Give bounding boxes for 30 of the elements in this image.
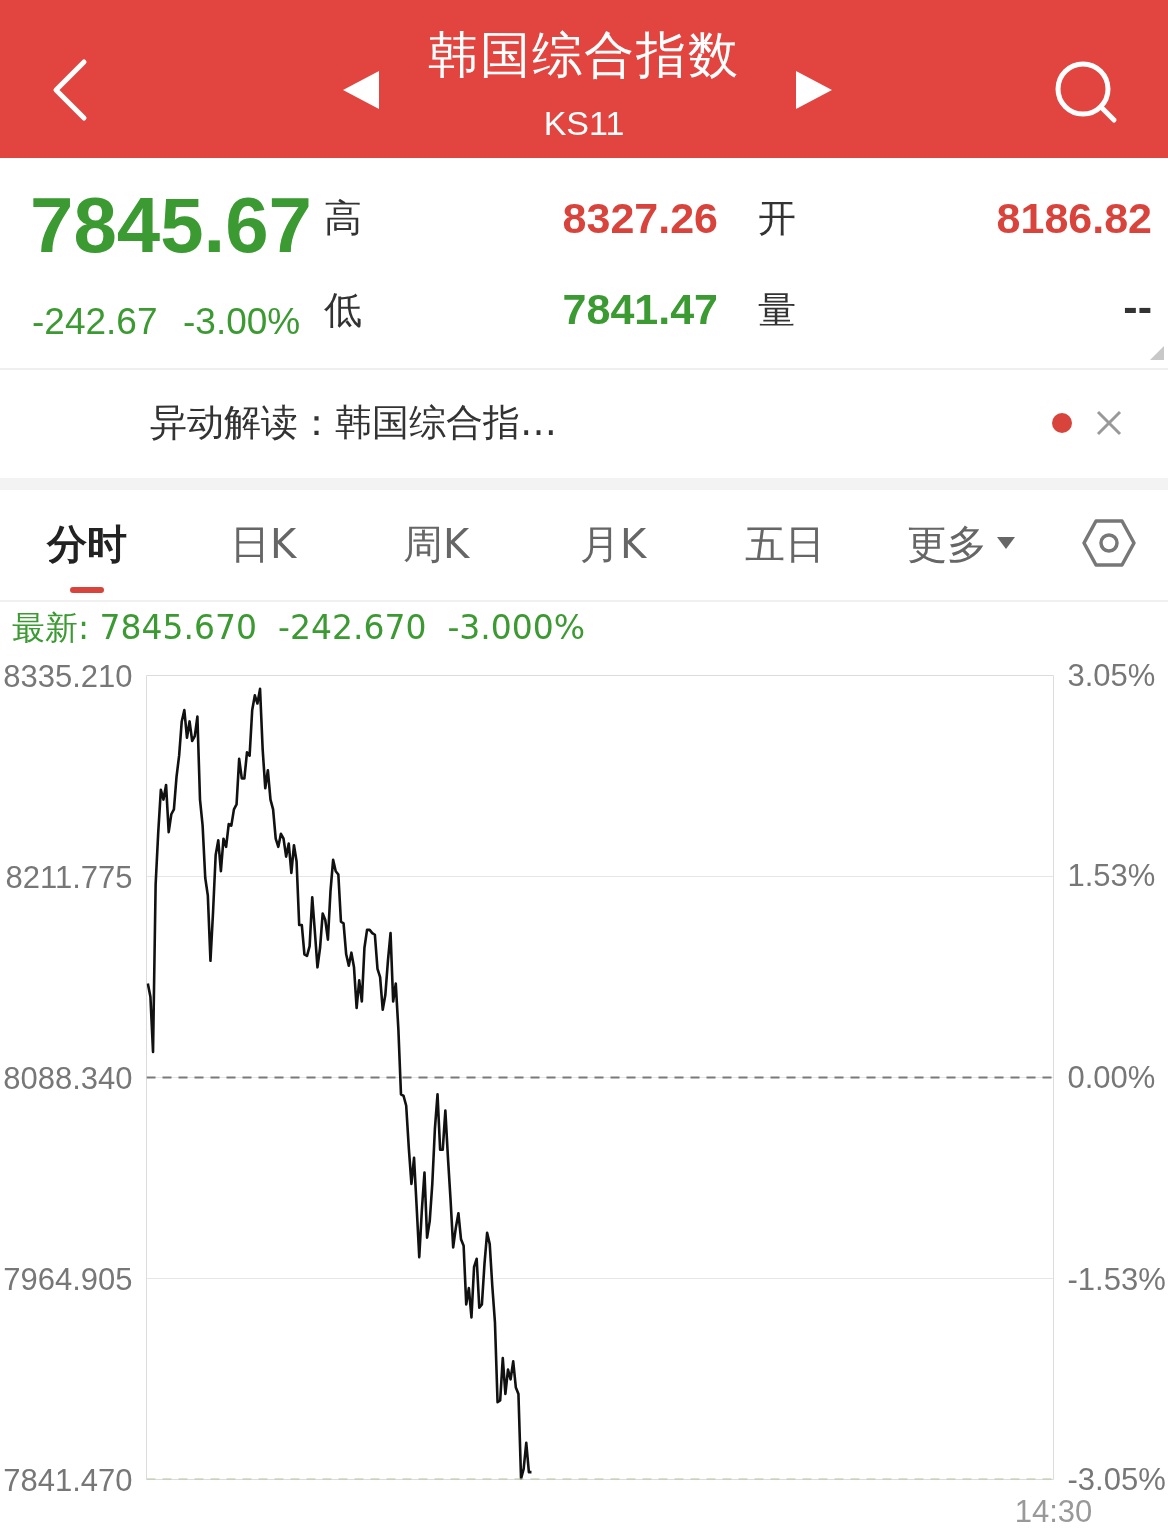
text: 量 [758,288,796,332]
y-tick-label: 8211.775 [5,859,133,895]
text: 最新: 7845.670 -242.670 -3.000% [12,608,586,647]
text: 7841.47 [562,285,718,333]
y-tick-label: 7964.905 [3,1261,133,1297]
y2-tick-label: 3.05% [1067,658,1156,693]
chart-title: 韩国综合指数 [427,26,741,84]
text: 异动解读：韩国综合指… [150,401,557,444]
text: 更多 [906,521,988,567]
text: 高 [324,196,362,240]
y-tick-label: 8088.340 [3,1060,133,1096]
text: 7845.67 [30,181,312,269]
text: 低 [324,288,362,332]
text: -242.67 [32,301,158,342]
y-tick-label: 8335.210 [3,658,133,694]
text: 周K [401,521,471,567]
text: 日K [228,521,298,567]
text: -- [1123,283,1152,331]
y2-tick-label: -1.53% [1067,1261,1166,1297]
text: 8327.26 [562,194,718,242]
text: 开 [758,196,796,240]
y-tick-label: 7841.470 [3,1462,133,1498]
y2-tick-label: 0.00% [1067,1060,1156,1095]
chart-subtitle: KS11 [542,104,626,142]
text: 五日 [744,521,826,567]
text: -3.00% [183,301,301,342]
text: 8186.82 [996,194,1152,242]
y2-tick-label: 1.53% [1067,858,1156,894]
text: 分时 [45,521,128,567]
text: 月K [578,521,648,567]
